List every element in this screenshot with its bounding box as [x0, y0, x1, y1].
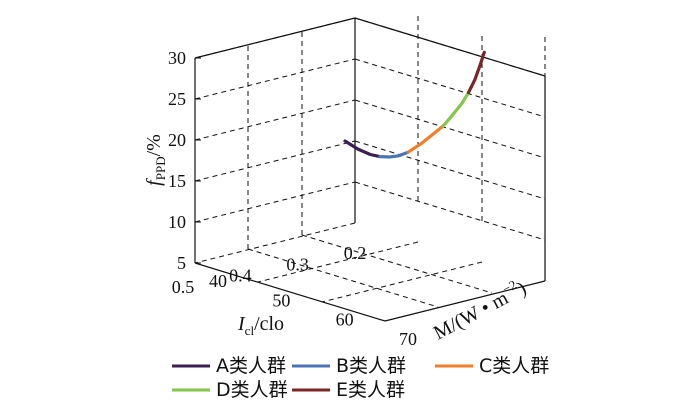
z-tick-label: 5	[177, 253, 186, 273]
x-label-sub: cl	[245, 323, 255, 338]
x-axis-ticks: 0.5 0.4 0.3 0.2	[172, 243, 366, 297]
x-tick-label: 0.3	[286, 254, 309, 274]
legend-label: B类人群	[336, 355, 406, 377]
z-tick-label: 25	[168, 89, 186, 109]
z-tick-label: 15	[168, 171, 186, 191]
y-label-sup: −2	[500, 277, 519, 297]
legend-label: E类人群	[336, 379, 405, 401]
z-tick-label: 20	[168, 130, 186, 150]
legend-label: D类人群	[216, 379, 288, 401]
grid-floor	[194, 222, 493, 308]
legend-label: A类人群	[216, 355, 286, 377]
z-label-sub: PPD	[153, 156, 168, 180]
series-line	[441, 91, 471, 128]
series-layer	[343, 50, 486, 159]
legend: A类人群 B类人群 C类人群 D类人群 E类人群	[172, 355, 549, 401]
y-tick-label: 50	[272, 290, 290, 310]
x-label-prefix: I	[237, 313, 246, 335]
y-tick-label: 70	[399, 329, 417, 349]
svg-text:Icl/clo: Icl/clo	[237, 313, 284, 338]
x-tick-label: 0.4	[229, 266, 252, 286]
y-tick-label: 60	[336, 310, 354, 330]
z-axis-ticks: 5 10 15 20 25 30	[168, 48, 201, 273]
y-axis-label: M/(W • m−2)	[428, 274, 530, 345]
y-label-prefix: M/(W • m	[430, 287, 512, 345]
z-axis-label: fPPD/%	[143, 134, 168, 186]
series-line	[406, 124, 445, 154]
z-tick-label: 30	[168, 48, 186, 68]
x-axis-label: Icl/clo	[237, 313, 284, 338]
x-tick-label: 0.2	[344, 243, 367, 263]
y-axis-ticks: 40 50 60 70	[209, 271, 417, 349]
x-label-suffix: /clo	[254, 313, 284, 335]
svg-text:fPPD/%: fPPD/%	[143, 134, 168, 186]
grid-left-wall	[194, 17, 356, 249]
y-tick-label: 40	[209, 271, 227, 291]
series-line	[378, 150, 410, 159]
z-label-prefix: f	[143, 178, 165, 186]
grid-right-wall	[354, 16, 546, 241]
z-tick-label: 10	[168, 212, 186, 232]
axes-frame	[194, 17, 546, 322]
x-tick-label: 0.5	[172, 277, 195, 297]
svg-text:M/(W • m−2): M/(W • m−2)	[428, 274, 530, 345]
series-line	[466, 50, 486, 95]
series-line	[343, 139, 382, 159]
legend-label: C类人群	[479, 355, 549, 377]
z-label-suffix: /%	[143, 134, 165, 156]
